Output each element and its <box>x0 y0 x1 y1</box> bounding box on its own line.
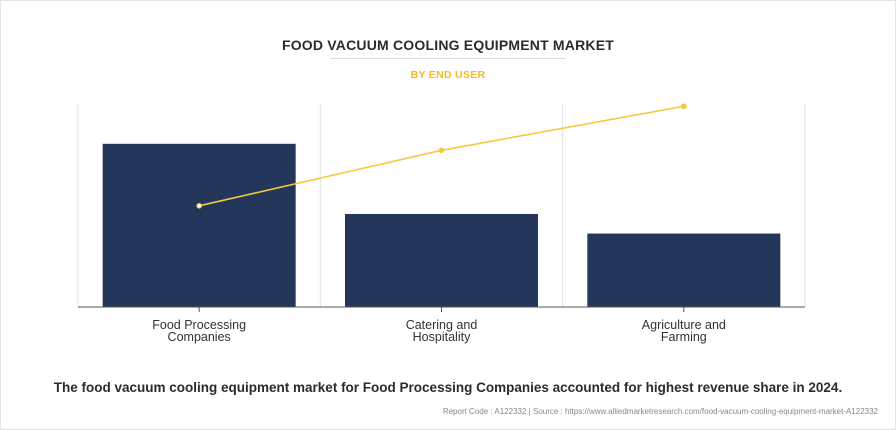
x-tick-label: Hospitality <box>413 330 471 344</box>
chart-title: FOOD VACUUM COOLING EQUIPMENT MARKET <box>281 37 615 53</box>
trend-point-1 <box>438 147 445 154</box>
report-source-footer: Report Code : A122332 | Source : https:/… <box>442 407 878 416</box>
title-divider <box>330 58 566 59</box>
x-tick-label: Companies <box>168 330 231 344</box>
trend-point-0 <box>196 203 202 209</box>
x-tick-label: Catering and <box>406 318 478 332</box>
bar-2 <box>587 233 781 307</box>
x-tick-label: Farming <box>661 330 707 344</box>
bar-1 <box>345 213 538 307</box>
chart-subtitle: BY END USER <box>410 69 486 81</box>
x-tick-label: Food Processing <box>152 318 246 332</box>
trend-point-2 <box>681 103 687 110</box>
x-tick-label: Agriculture and <box>642 318 726 332</box>
chart-caption: The food vacuum cooling equipment market… <box>53 380 843 395</box>
bar-0 <box>102 143 296 307</box>
